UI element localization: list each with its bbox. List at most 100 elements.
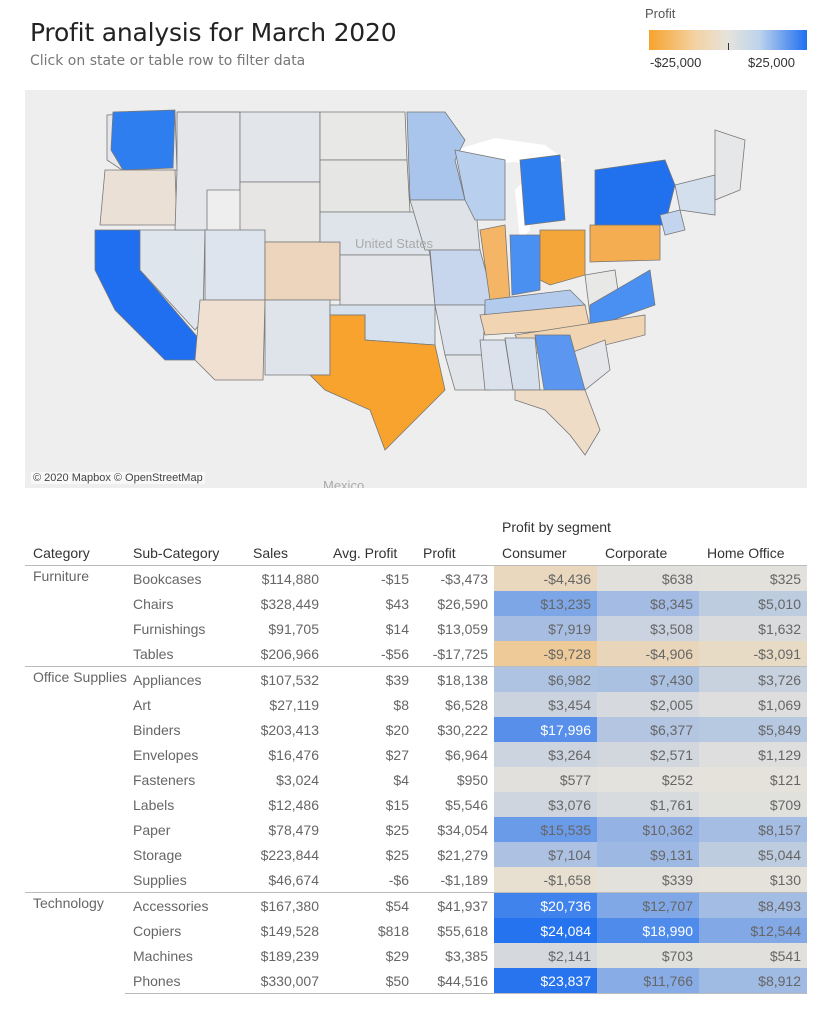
state-ct-ri[interactable] bbox=[659, 209, 686, 236]
avg-profit-cell: $20 bbox=[385, 721, 409, 738]
state-az[interactable] bbox=[194, 299, 266, 381]
avg-profit-cell: $8 bbox=[393, 696, 409, 713]
state-va[interactable] bbox=[589, 269, 656, 329]
avg-profit-cell: $29 bbox=[385, 947, 409, 964]
state-or[interactable] bbox=[99, 169, 178, 226]
avg-profit-cell: -$6 bbox=[388, 871, 409, 888]
profit-cell: $55,618 bbox=[437, 922, 488, 939]
consumer-profit-cell: $3,454 bbox=[494, 692, 597, 717]
profit-cell: $30,222 bbox=[437, 721, 488, 738]
table-row[interactable]: Copiers $149,528 $818 $55,618 $24,084 $18,990… bbox=[25, 918, 807, 943]
home-profit-cell: $1,632 bbox=[699, 616, 807, 641]
table-row[interactable]: Tables $206,966 -$56 -$17,725 -$9,728 -$4,906… bbox=[25, 641, 807, 667]
sub-category-cell: Phones bbox=[125, 968, 245, 994]
profit-table: Category Sub-Category Sales Avg. Profit … bbox=[25, 540, 807, 994]
consumer-profit-cell: $577 bbox=[494, 767, 597, 792]
state-tx[interactable] bbox=[309, 314, 446, 451]
state-in[interactable] bbox=[509, 234, 541, 296]
table-row[interactable]: Machines $189,239 $29 $3,385 $2,141 $703 $541 bbox=[25, 943, 807, 968]
sales-cell: $149,528 bbox=[260, 922, 319, 939]
profit-cell: $950 bbox=[456, 771, 488, 788]
map-credit: © 2020 Mapbox © OpenStreetMap bbox=[31, 472, 205, 484]
sub-category-cell: Tables bbox=[133, 645, 174, 662]
col-sub-category: Sub-Category bbox=[125, 540, 245, 566]
consumer-profit-cell: $6,982 bbox=[494, 666, 597, 692]
state-wa[interactable] bbox=[110, 109, 176, 171]
table-header-row: Category Sub-Category Sales Avg. Profit … bbox=[25, 540, 807, 566]
state-ms[interactable] bbox=[479, 339, 514, 391]
state-shapes[interactable] bbox=[94, 109, 746, 456]
state-ks[interactable] bbox=[339, 254, 436, 306]
table-row[interactable]: Furnishings $91,705 $14 $13,059 $7,919 $3,508… bbox=[25, 616, 807, 641]
state-wi[interactable] bbox=[454, 149, 506, 221]
col-avg-profit: Avg. Profit bbox=[325, 540, 415, 566]
consumer-profit-cell: $13,235 bbox=[494, 591, 597, 616]
avg-profit-cell: $14 bbox=[385, 620, 409, 637]
table-row[interactable]: Technology Accessories $167,380 $54 $41,937 $… bbox=[25, 892, 807, 994]
sub-category-cell: Appliances bbox=[125, 666, 245, 692]
table-row[interactable]: Binders $203,413 $20 $30,222 $17,996 $6,377 $5… bbox=[25, 717, 807, 742]
sub-category-cell: Labels bbox=[133, 796, 175, 813]
col-home-office: Home Office bbox=[699, 540, 807, 566]
table-body: Furniture Bookcases $114,880 -$15 -$3,473 -$4… bbox=[25, 565, 807, 994]
state-id[interactable] bbox=[174, 111, 241, 231]
home-profit-cell: $1,129 bbox=[699, 742, 807, 767]
table-row[interactable]: Office Supplies Appliances $107,532 $39 $18,… bbox=[25, 666, 807, 893]
home-profit-cell: $325 bbox=[699, 565, 807, 591]
legend-zero-mark bbox=[728, 43, 729, 50]
table-row[interactable]: Art $27,119 $8 $6,528 $3,454 $2,005 $1,069 bbox=[25, 692, 807, 717]
state-sd[interactable] bbox=[319, 159, 411, 213]
col-corporate: Corporate bbox=[597, 540, 699, 566]
table-row[interactable]: Envelopes $16,476 $27 $6,964 $3,264 $2,571 $1,… bbox=[25, 742, 807, 767]
table-row[interactable]: Paper $78,479 $25 $34,054 $15,535 $10,362 $8,1… bbox=[25, 817, 807, 842]
sales-cell: $223,844 bbox=[260, 846, 319, 863]
home-profit-cell: $8,493 bbox=[699, 892, 807, 918]
sales-cell: $91,705 bbox=[268, 620, 319, 637]
state-new-england[interactable] bbox=[674, 174, 716, 216]
corporate-profit-cell: $10,362 bbox=[597, 817, 699, 842]
sub-category-cell: Supplies bbox=[133, 871, 187, 888]
state-ut[interactable] bbox=[204, 229, 266, 301]
table-row[interactable]: Furniture Bookcases $114,880 -$15 -$3,473 -$4… bbox=[25, 565, 807, 591]
avg-profit-cell: $54 bbox=[325, 892, 415, 918]
table-row[interactable]: Chairs $328,449 $43 $26,590 $13,235 $8,345 $5,… bbox=[25, 591, 807, 616]
state-pa[interactable] bbox=[589, 224, 661, 263]
home-profit-cell: $130 bbox=[699, 867, 807, 893]
state-nm[interactable] bbox=[264, 299, 331, 376]
consumer-profit-cell: $3,264 bbox=[494, 742, 597, 767]
state-fl[interactable] bbox=[514, 389, 601, 456]
state-ar[interactable] bbox=[434, 304, 486, 356]
sales-cell: $46,674 bbox=[268, 871, 319, 888]
consumer-profit-cell: $23,837 bbox=[494, 968, 597, 994]
consumer-profit-cell: $17,996 bbox=[494, 717, 597, 742]
home-profit-cell: $5,010 bbox=[699, 591, 807, 616]
table-row[interactable]: Supplies $46,674 -$6 -$1,189 -$1,658 $339 $130 bbox=[25, 867, 807, 893]
table-row[interactable]: Phones $330,007 $50 $44,516 $23,837 $11,766 $8… bbox=[25, 968, 807, 994]
state-ny[interactable] bbox=[594, 159, 676, 226]
table-row[interactable]: Fasteners $3,024 $4 $950 $577 $252 $121 bbox=[25, 767, 807, 792]
sales-cell: $27,119 bbox=[269, 696, 319, 713]
sub-category-cell: Accessories bbox=[125, 892, 245, 918]
legend-min-label: -$25,000 bbox=[650, 55, 702, 70]
home-profit-cell: $3,726 bbox=[699, 666, 807, 692]
table-row[interactable]: Storage $223,844 $25 $21,279 $7,104 $9,131 $5,… bbox=[25, 842, 807, 867]
state-nd[interactable] bbox=[319, 111, 408, 161]
category-cell: Technology bbox=[25, 892, 125, 994]
category-cell: Office Supplies bbox=[25, 666, 127, 893]
home-profit-cell: $121 bbox=[699, 767, 807, 792]
profit-map[interactable]: United States Mexico © 2020 Mapbox © Ope… bbox=[25, 90, 807, 488]
us-states-map[interactable] bbox=[25, 90, 807, 488]
state-me[interactable] bbox=[714, 129, 746, 201]
state-oh[interactable] bbox=[539, 229, 586, 286]
corporate-profit-cell: $9,131 bbox=[597, 842, 699, 867]
table-row[interactable]: Labels $12,486 $15 $5,546 $3,076 $1,761 $709 bbox=[25, 792, 807, 817]
sub-category-cell: Machines bbox=[133, 947, 193, 964]
home-profit-cell: -$3,091 bbox=[699, 641, 807, 667]
col-profit: Profit bbox=[415, 540, 494, 566]
corporate-profit-cell: $339 bbox=[597, 867, 699, 893]
state-mi[interactable] bbox=[519, 154, 566, 226]
legend-max-label: $25,000 bbox=[748, 55, 795, 70]
profit-cell: $26,590 bbox=[437, 595, 488, 612]
state-co[interactable] bbox=[264, 241, 341, 301]
profit-cell: -$3,473 bbox=[440, 570, 488, 587]
